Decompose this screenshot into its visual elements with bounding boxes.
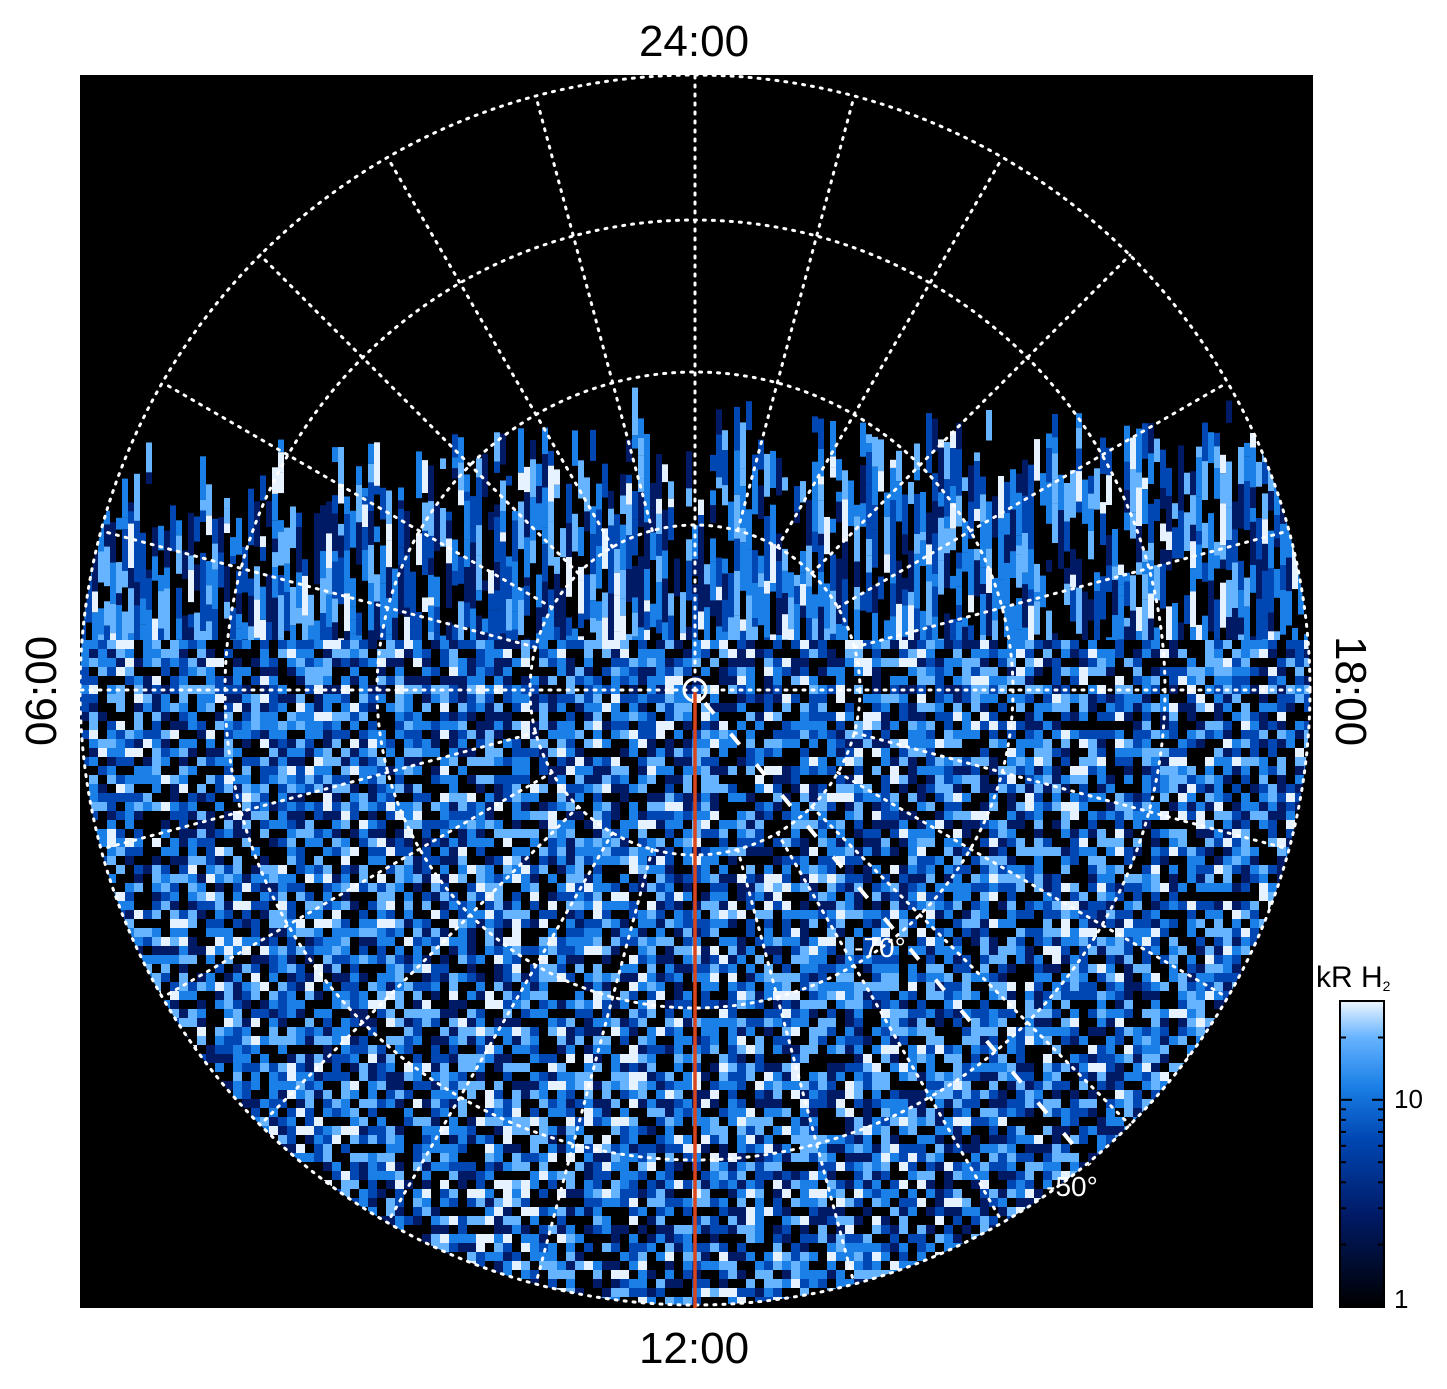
local-time-label-top: 24:00 — [639, 17, 749, 66]
latitude-label-70: -70° — [854, 932, 906, 963]
colorbar-tick-10: 10 — [1394, 1084, 1423, 1114]
colorbar-title: kR H2 — [1316, 961, 1391, 994]
colorbar-gradient — [1340, 1001, 1384, 1307]
latitude-label-50: -50° — [1046, 1171, 1098, 1202]
local-time-label-right: 18:00 — [1326, 636, 1375, 746]
local-time-label-bottom: 12:00 — [639, 1324, 749, 1373]
colorbar-tick-1: 1 — [1394, 1284, 1408, 1314]
colorbar: kR H2 10 1 — [1316, 961, 1423, 1314]
local-time-label-left: 06:00 — [17, 636, 66, 746]
